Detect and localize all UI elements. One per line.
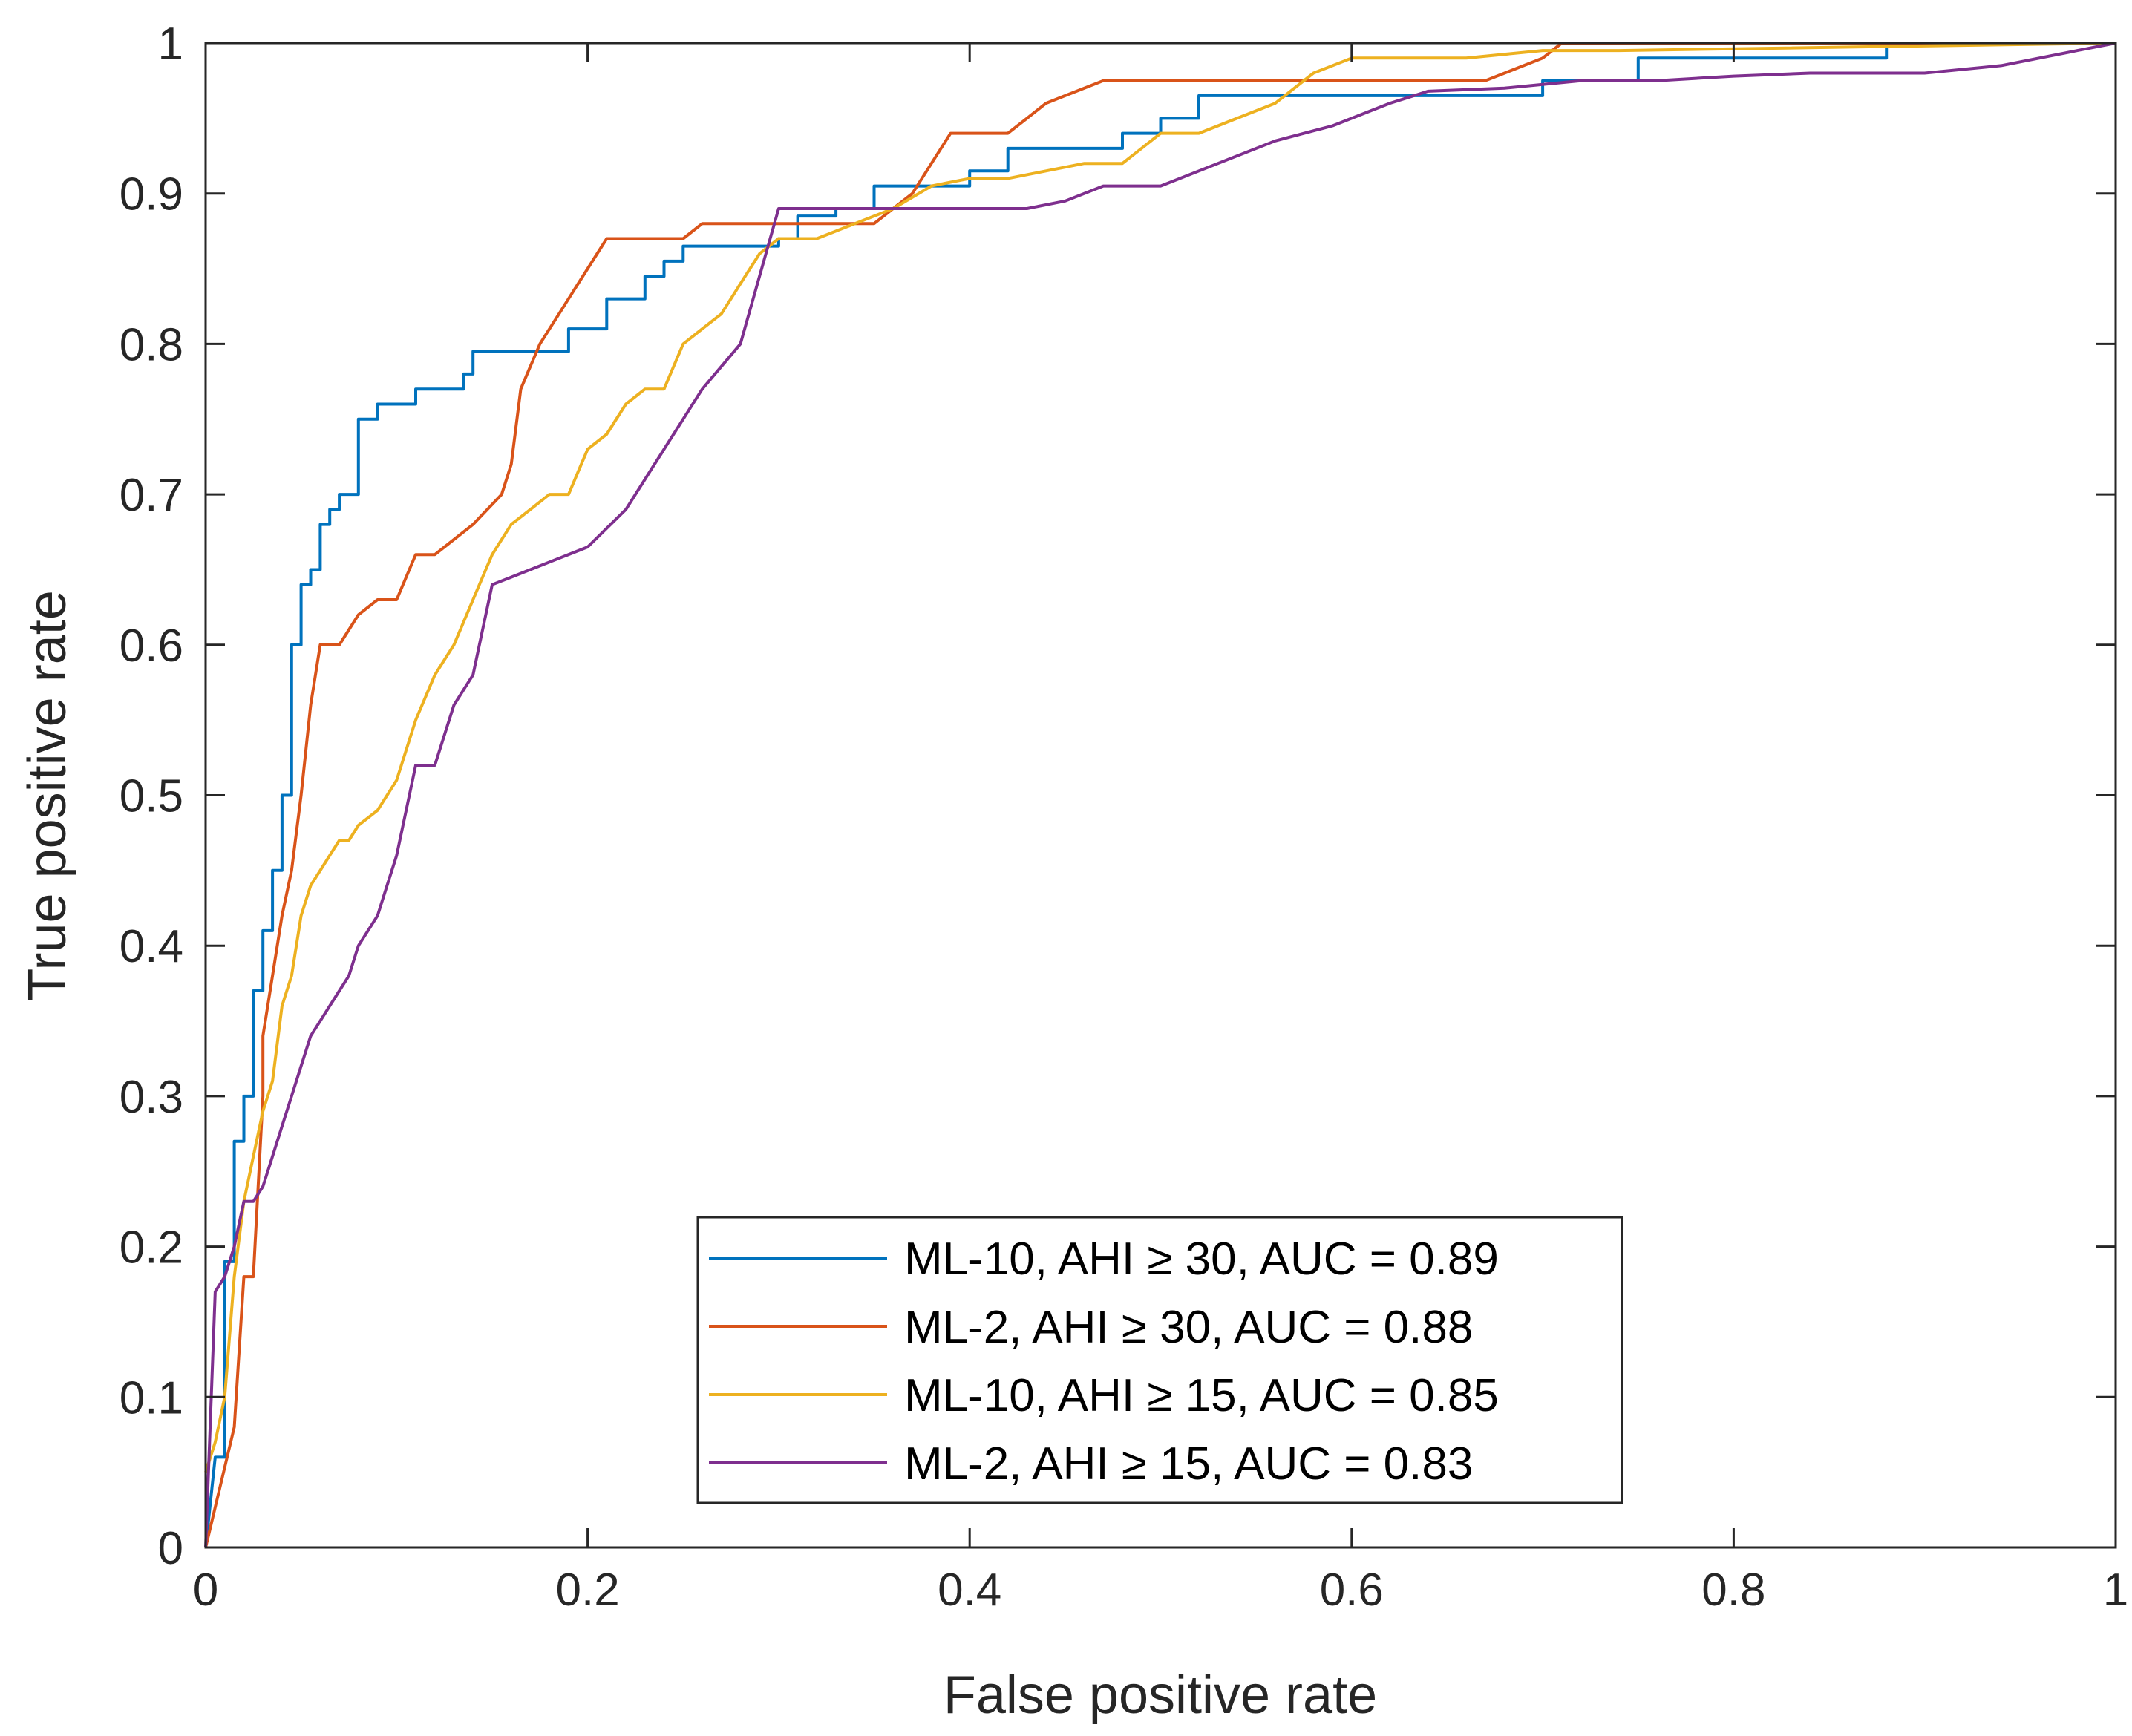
legend-label-3: ML-10, AHI ≥ 15, AUC = 0.85 [904, 1370, 1499, 1421]
x-tick-label: 0.6 [1320, 1565, 1384, 1616]
legend-label-4: ML-2, AHI ≥ 15, AUC = 0.83 [904, 1438, 1473, 1490]
x-tick-label: 0.8 [1701, 1565, 1765, 1616]
series-line-2 [204, 42, 2116, 1548]
y-tick-label: 0.8 [120, 319, 183, 370]
y-tick-label: 0.2 [120, 1222, 183, 1274]
y-tick-label: 0.9 [120, 169, 183, 220]
y-tick-label: 0.6 [120, 620, 183, 672]
y-tick-label: 0.7 [120, 470, 183, 521]
y-axis-title: True positive rate [18, 590, 77, 1001]
x-tick-label: 0.4 [938, 1565, 1001, 1616]
series-line-1 [204, 42, 2116, 1548]
legend-box [696, 1216, 1623, 1504]
series-layer [204, 42, 2116, 1548]
y-tick-label: 0.3 [120, 1072, 183, 1123]
legend-label-1: ML-10, AHI ≥ 30, AUC = 0.89 [904, 1234, 1499, 1285]
y-tick-label: 0.1 [120, 1372, 183, 1424]
x-tick-label: 0.2 [555, 1565, 619, 1616]
y-tick-label: 0 [158, 1523, 183, 1574]
ticks-layer: 0 0.2 0.4 0.6 0.8 1 0 0.1 0.2 0.3 0.4 0.5 0.6 0.7 0.8 0… [120, 19, 2128, 1616]
x-tick-label: 1 [2103, 1565, 2128, 1616]
y-tick-label: 1 [158, 19, 183, 70]
series-line-4 [204, 42, 2116, 1548]
series-line-3 [204, 42, 2116, 1473]
y-tick-label: 0.4 [120, 921, 183, 972]
x-tick-label: 0 [193, 1565, 218, 1616]
legend-label-2: ML-2, AHI ≥ 30, AUC = 0.88 [904, 1302, 1473, 1353]
y-tick-label: 0.5 [120, 771, 183, 822]
legend: ML-10, AHI ≥ 30, AUC = 0.89 ML-2, AHI ≥ 3… [696, 1216, 1623, 1504]
x-axis-title: False positive rate [944, 1665, 1377, 1725]
